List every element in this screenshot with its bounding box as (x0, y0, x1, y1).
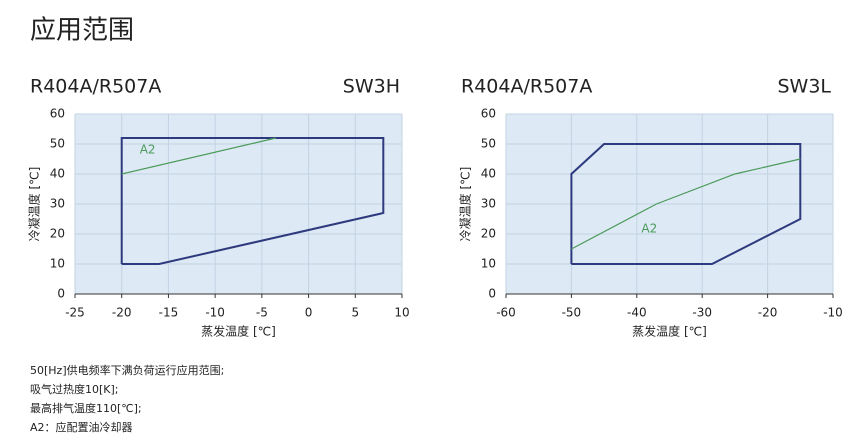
x-axis-label: 蒸发温度 [℃] (201, 324, 276, 339)
series-line (570, 143, 802, 265)
page-title: 应用范围 (30, 16, 134, 46)
y-tick-label: 20 (481, 227, 496, 241)
x-tick-label: 0 (305, 306, 313, 320)
y-tick-label: 50 (50, 137, 65, 151)
series-line (120, 137, 385, 265)
y-tick-label: 60 (481, 107, 496, 121)
x-tick-label: -25 (65, 306, 85, 320)
y-tick-label: 30 (50, 197, 65, 211)
series-label: A2 (140, 143, 156, 157)
y-tick-label: 10 (481, 257, 496, 271)
series-label: A2 (641, 222, 657, 236)
y-tick-label: 40 (481, 167, 496, 181)
x-tick-label: -60 (496, 306, 516, 320)
series-line (121, 137, 277, 175)
note: 吸气过热度10[K]; (30, 382, 119, 396)
x-axis-label: 蒸发温度 [℃] (632, 324, 707, 339)
x-tick-label: -15 (159, 306, 179, 320)
note: 50[Hz]供电频率下满负荷运行应用范围; (30, 363, 224, 377)
model: SW3L (777, 76, 831, 98)
note: 最高排气温度110[℃]; (30, 401, 142, 415)
y-tick-label: 40 (50, 167, 65, 181)
refrigerant: R404A/R507A (461, 76, 592, 98)
x-tick-label: 5 (351, 306, 359, 320)
y-tick-label: 10 (50, 257, 65, 271)
y-tick-label: 0 (57, 287, 65, 301)
x-tick-label: -50 (562, 306, 582, 320)
y-tick-label: 60 (50, 107, 65, 121)
x-tick-label: -5 (256, 306, 268, 320)
y-tick-label: 20 (50, 227, 65, 241)
y-tick-label: 30 (481, 197, 496, 211)
x-tick-label: -30 (692, 306, 712, 320)
series-line (571, 158, 801, 250)
y-axis-label: 冷凝温度 [℃] (458, 167, 473, 242)
x-tick-label: -40 (627, 306, 647, 320)
model: SW3H (343, 76, 400, 98)
y-axis-label: 冷凝温度 [℃] (27, 167, 42, 242)
refrigerant: R404A/R507A (30, 76, 161, 98)
x-tick-label: -10 (823, 306, 843, 320)
x-tick-label: 10 (394, 306, 409, 320)
note: A2：应配置油冷却器 (30, 420, 133, 434)
x-tick-label: -10 (205, 306, 225, 320)
y-tick-label: 50 (481, 137, 496, 151)
y-tick-label: 0 (488, 287, 496, 301)
x-tick-label: -20 (112, 306, 132, 320)
x-tick-label: -20 (758, 306, 778, 320)
